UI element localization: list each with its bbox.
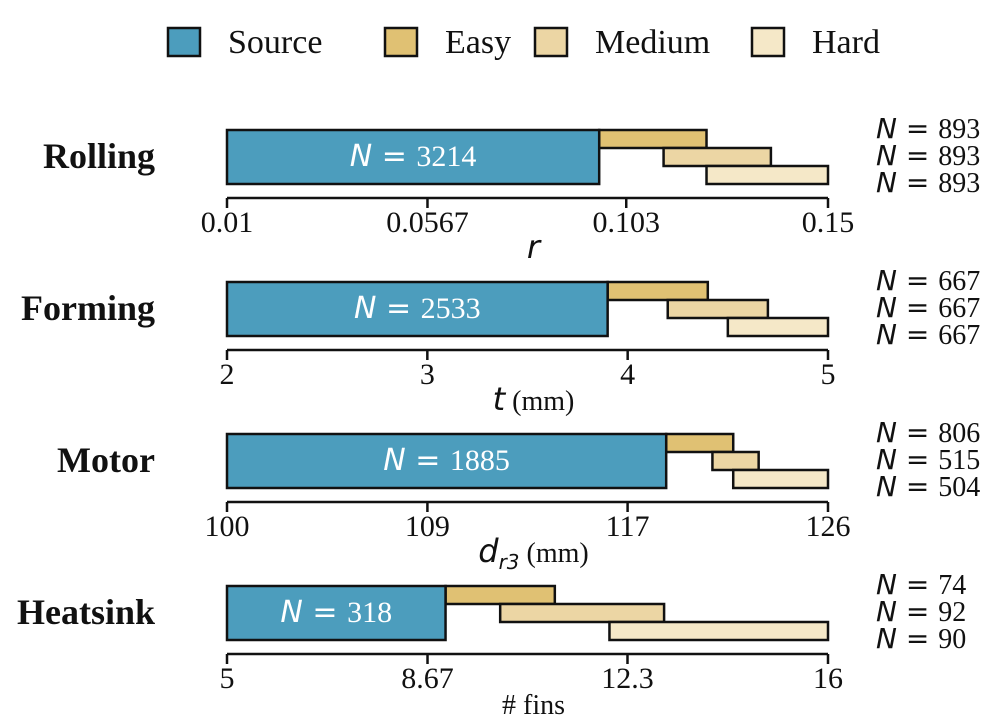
bar-source [225, 280, 609, 338]
bar-easy [597, 128, 708, 150]
source-count-label: N = 3214 [350, 139, 477, 174]
legend-label: Easy [445, 24, 511, 61]
bar-medium [666, 298, 770, 320]
x-tick-label: 0.15 [802, 206, 855, 239]
bar-hard [705, 164, 830, 186]
x-tick-label: 109 [405, 510, 450, 543]
bar-easy [444, 584, 557, 606]
panel-rolling: Rolling N = 3214 0.01 0.0567 0.103 0.15 r N = 8… [43, 112, 980, 266]
bar-source [225, 432, 668, 490]
legend-label: Source [228, 24, 322, 61]
x-tick-label: 3 [420, 358, 435, 391]
x-tick-label: 5 [220, 662, 235, 695]
x-axis-label: r [527, 228, 542, 266]
target-count-label-easy: N = 74 [876, 568, 966, 601]
legend-item-easy: Easy [383, 24, 511, 61]
x-axis-label: dr3 (mm) [478, 532, 588, 574]
legend-label: Hard [812, 24, 880, 61]
bar-hard [731, 468, 830, 490]
x-tick-label: 0.103 [592, 206, 660, 239]
panel-title: Motor [57, 440, 155, 480]
x-tick-label: 117 [606, 510, 650, 543]
legend-item-medium: Medium [533, 24, 710, 61]
panel-motor: Motor N = 1885 100 109 117 126 dr3 (mm) N = 806… [57, 416, 980, 574]
target-count-label-easy: N = 806 [876, 416, 980, 449]
legend-swatch-hard [750, 26, 786, 58]
bar-hard [608, 620, 830, 642]
target-count-label-easy: N = 893 [876, 112, 980, 145]
x-tick-label: 4 [620, 358, 635, 391]
bar-source [225, 584, 447, 642]
x-tick-label: 0.01 [201, 206, 254, 239]
panel-title: Heatsink [17, 592, 155, 632]
source-count-label: N = 318 [280, 595, 392, 630]
x-axis-label: # fins [502, 690, 565, 719]
bar-easy [606, 280, 710, 302]
source-count-label: N = 1885 [383, 443, 510, 478]
x-tick-label: 126 [806, 510, 851, 543]
x-tick-label: 16 [813, 662, 843, 695]
x-tick-label: 100 [205, 510, 250, 543]
legend-label: Medium [595, 24, 710, 61]
legend: Source Easy Medium Hard [166, 24, 880, 61]
bar-medium [498, 602, 666, 624]
target-count-label-medium: N = 92 [876, 595, 966, 628]
x-tick-label: 8.67 [401, 662, 454, 695]
bar-medium [662, 146, 773, 168]
bar-medium [711, 450, 760, 472]
x-axis-label: t (mm) [493, 380, 575, 418]
source-count-label: N = 2533 [354, 291, 481, 326]
panel-title: Forming [21, 288, 155, 328]
target-count-label-hard: N = 893 [876, 166, 980, 199]
chart-panels: Rolling N = 3214 0.01 0.0567 0.103 0.15 r N = 8… [17, 112, 980, 719]
legend-swatch-easy [383, 26, 419, 58]
target-count-label-hard: N = 504 [876, 470, 980, 503]
bar-source [225, 128, 601, 186]
target-count-label-medium: N = 667 [876, 291, 980, 324]
target-count-label-medium: N = 893 [876, 139, 980, 172]
target-count-label-medium: N = 515 [876, 443, 980, 476]
x-tick-label: 0.0567 [386, 206, 469, 239]
target-count-label-hard: N = 667 [876, 318, 980, 351]
legend-swatch-source [166, 26, 202, 58]
bar-hard [726, 316, 830, 338]
x-tick-label: 2 [220, 358, 235, 391]
legend-item-source: Source [166, 24, 322, 61]
target-count-label-hard: N = 90 [876, 622, 966, 655]
target-count-label-easy: N = 667 [876, 264, 980, 297]
x-tick-label: 5 [821, 358, 836, 391]
legend-item-hard: Hard [750, 24, 880, 61]
legend-swatch-medium [533, 26, 569, 58]
x-tick-label: 12.3 [601, 662, 654, 695]
panel-title: Rolling [43, 136, 155, 176]
bar-easy [664, 432, 735, 454]
